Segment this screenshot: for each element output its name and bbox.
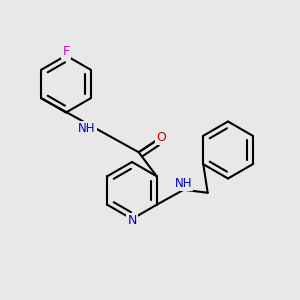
Text: O: O [156,131,166,144]
Text: NH: NH [175,177,192,190]
Text: F: F [62,45,70,58]
Text: N: N [127,214,137,227]
Text: NH: NH [78,122,96,135]
